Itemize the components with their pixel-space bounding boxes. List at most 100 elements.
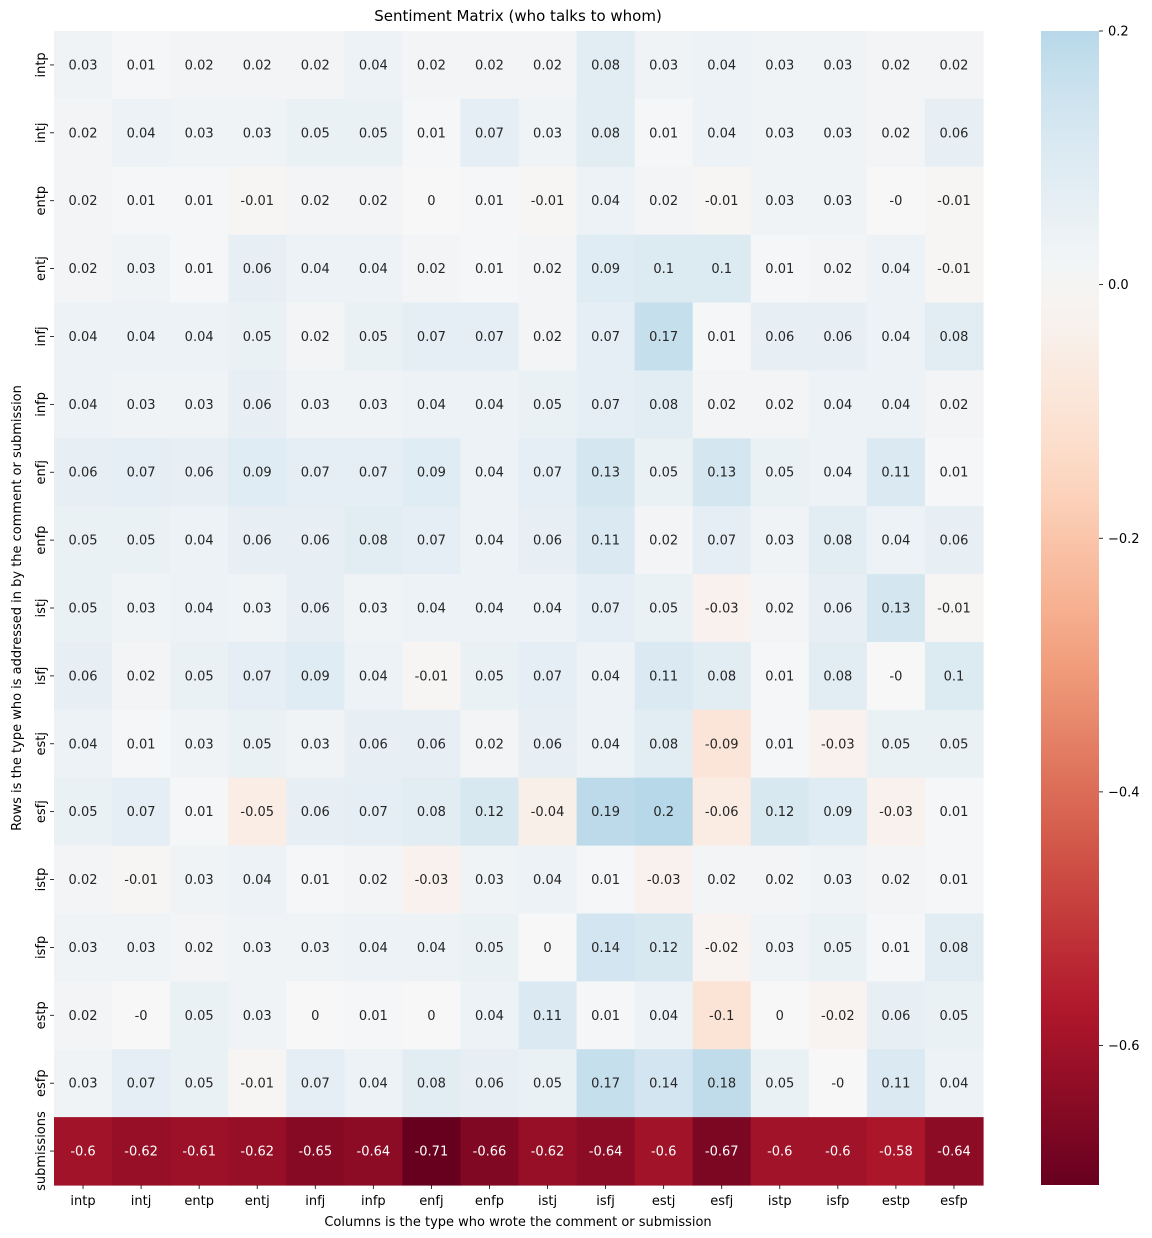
heatmap-cell <box>866 302 926 372</box>
heatmap-cell <box>924 438 984 507</box>
heatmap-cell <box>576 981 636 1050</box>
x-tick-label: intj <box>131 1194 152 1209</box>
heatmap-cell <box>866 1117 926 1186</box>
cell-value-label: 0.04 <box>533 602 562 617</box>
heatmap-cell <box>228 506 287 575</box>
heatmap-cell <box>576 1117 636 1186</box>
heatmap-cell <box>866 98 926 168</box>
cell-value-label: 0.14 <box>649 1077 678 1092</box>
heatmap-cell <box>460 370 520 439</box>
cell-value-label: 0.05 <box>359 330 388 345</box>
cell-value-label: 0.03 <box>765 941 794 956</box>
cell-value-label: 0.13 <box>881 602 910 617</box>
heatmap-cell <box>866 370 926 439</box>
cell-value-label: 0.01 <box>765 669 794 684</box>
heatmap-cell <box>54 641 113 711</box>
cell-value-label: -0.09 <box>705 737 739 752</box>
cell-value-label: 0.03 <box>301 941 330 956</box>
cell-value-label: 0.06 <box>765 330 794 345</box>
y-tick-label: infj <box>34 326 49 346</box>
heatmap-cell <box>460 913 520 982</box>
heatmap-cell <box>228 98 287 168</box>
cell-value-label: 0.06 <box>939 534 968 549</box>
heatmap-cell <box>54 1117 113 1186</box>
cell-value-label: -0.03 <box>415 873 449 888</box>
y-tick-label: submissions <box>34 1111 49 1191</box>
cell-value-label: 0.02 <box>881 126 910 141</box>
heatmap-cell <box>924 709 984 779</box>
cell-value-label: 0.03 <box>127 262 156 277</box>
heatmap-cell <box>750 913 810 982</box>
heatmap-cell <box>866 845 926 915</box>
cell-value-label: -0.03 <box>705 602 739 617</box>
cell-value-label: 0.02 <box>69 262 98 277</box>
heatmap-cell <box>750 709 810 779</box>
heatmap-cell <box>808 98 868 168</box>
heatmap-cell <box>460 777 520 847</box>
cell-value-label: 0.02 <box>939 58 968 73</box>
heatmap-cell <box>460 709 520 779</box>
heatmap-cell <box>750 302 810 372</box>
heatmap-cell <box>286 777 345 847</box>
cell-value-label: -0.58 <box>879 1145 913 1160</box>
cell-value-label: 0.17 <box>649 330 678 345</box>
cell-value-label: 0.04 <box>475 398 504 413</box>
heatmap-cell <box>402 166 462 236</box>
heatmap-cell <box>112 438 171 507</box>
heatmap-cell <box>228 845 287 915</box>
cell-value-label: 0.12 <box>649 941 678 956</box>
heatmap-cell <box>402 981 462 1050</box>
cell-value-label: -0.06 <box>705 805 739 820</box>
cell-value-label: 0.04 <box>881 262 910 277</box>
x-tick-label: esfp <box>940 1194 968 1209</box>
heatmap-cell <box>54 166 113 236</box>
cell-value-label: 0.05 <box>69 534 98 549</box>
cell-value-label: 0.08 <box>707 669 736 684</box>
cell-value-label: 0.02 <box>417 262 446 277</box>
cell-value-label: 0.11 <box>591 534 620 549</box>
cell-value-label: 0.01 <box>939 805 968 820</box>
heatmap-cell <box>576 438 636 507</box>
y-tick-labels: intp intj entp entj infj infp enfj enfp istj isfj… <box>34 52 54 1191</box>
x-tick-label: entj <box>245 1194 270 1209</box>
heatmap-cell <box>576 31 636 100</box>
heatmap-cell <box>808 1049 868 1118</box>
heatmap-cell <box>170 302 229 372</box>
cell-value-label: 0.04 <box>417 398 446 413</box>
cell-value-label: 0.01 <box>475 194 504 209</box>
cell-value-label: 0.04 <box>881 398 910 413</box>
heatmap-cell <box>576 913 636 982</box>
cell-value-label: 0.04 <box>359 58 388 73</box>
x-tick-labels: intp intj entp entj infj infp enfj enfp istj isfj… <box>70 1185 968 1209</box>
heatmap-cell <box>518 31 578 100</box>
heatmap-cell <box>634 31 694 100</box>
heatmap-cell <box>866 31 926 100</box>
cell-value-label: 0.02 <box>127 669 156 684</box>
heatmap-cell <box>924 302 984 372</box>
heatmap-cell <box>228 438 287 507</box>
heatmap-cell <box>228 234 287 304</box>
cell-value-label: 0.02 <box>301 330 330 345</box>
x-tick-label: istj <box>538 1194 557 1209</box>
cell-value-label: 0.09 <box>591 262 620 277</box>
cell-value-label: 0.04 <box>475 466 504 481</box>
x-tick-label: istp <box>768 1194 792 1209</box>
heatmap-cell <box>344 709 403 779</box>
heatmap-cell <box>112 1117 171 1186</box>
cell-value-label: 0.02 <box>417 58 446 73</box>
heatmap-cell <box>402 302 462 372</box>
cell-value-label: 0.1 <box>944 669 965 684</box>
cell-value-label: 0.02 <box>765 398 794 413</box>
heatmap-cell <box>808 166 868 236</box>
heatmap-cell <box>460 438 520 507</box>
heatmap-cell <box>634 506 694 575</box>
heatmap-cell <box>344 777 403 847</box>
cell-value-label: 0.05 <box>765 466 794 481</box>
y-tick-label: istp <box>34 868 49 892</box>
cell-value-label: 0.07 <box>591 398 620 413</box>
cell-value-label: 0.02 <box>881 58 910 73</box>
heatmap-cell <box>808 302 868 372</box>
y-tick-label: estp <box>34 1001 49 1029</box>
cell-value-label: 0.03 <box>533 126 562 141</box>
cell-value-label: 0.05 <box>185 1077 214 1092</box>
